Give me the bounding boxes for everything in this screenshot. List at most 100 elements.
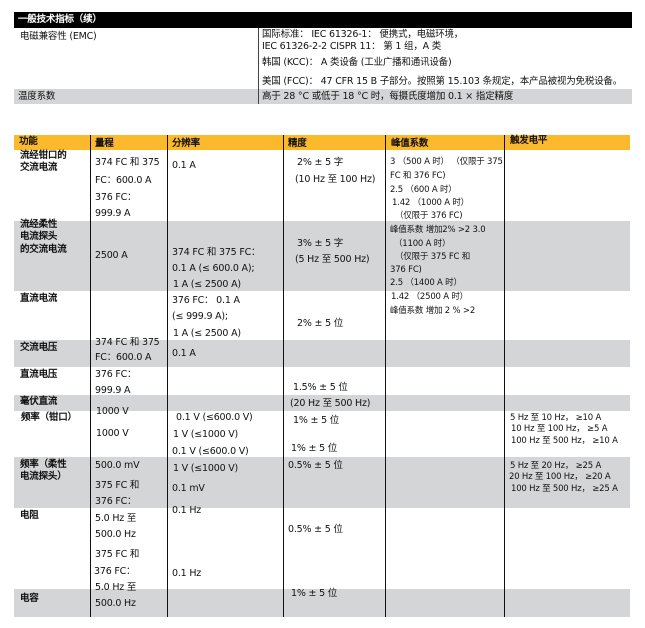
range-text: 1000 V: [96, 406, 129, 417]
crest-text: （仅限于 376 FC): [395, 211, 463, 221]
trigger-text: 20 Hz 至 100 Hz， ≥20 A: [509, 472, 611, 482]
range-text: 500.0 Hz: [95, 598, 136, 609]
col-line: [167, 135, 168, 617]
range-text: 999.9 A: [95, 385, 131, 396]
range-text: 375 FC 和: [95, 549, 140, 560]
resolution-text: 0.1 V (≤600.0 V): [172, 446, 249, 457]
temp-value: 高于 28 °C 或低于 18 °C 时，每摄氏度增加 0.1 × 指定精度: [262, 91, 514, 102]
row-bg: [14, 221, 630, 291]
range-text: 376 FC：: [95, 496, 137, 507]
resolution-text: 374 FC 和 375 FC：: [172, 247, 261, 258]
resolution-text: 0.1 A (≤ 600.0 A);: [172, 263, 255, 274]
emc-label: 电磁兼容性 (EMC): [20, 31, 97, 42]
header-accuracy: 精度: [288, 138, 307, 149]
row-bg: [14, 457, 630, 508]
accuracy-text: 1.5% ± 5 位: [293, 382, 348, 393]
function-label: 频率（钳口）: [21, 412, 77, 423]
crest-text: 3 （500 A 时） （仅限于 375: [390, 157, 503, 167]
accuracy-text: 1% ± 5 位: [293, 415, 340, 426]
crest-text: 峰值系数 增加 2 % >2: [390, 306, 476, 316]
accuracy-text: 0.5% ± 5 位: [288, 524, 343, 535]
function-label: 毫伏直流: [20, 396, 58, 407]
header-range: 量程: [95, 138, 114, 149]
function-label: 频率（柔性: [20, 459, 67, 470]
crest-text: （1100 A 时）: [394, 239, 451, 249]
row-bg: [14, 340, 630, 367]
crest-text: 1.42 （1000 A 时）: [392, 198, 469, 208]
accuracy-text: (5 Hz 至 500 Hz): [295, 254, 370, 265]
range-text: 5.0 Hz 至: [95, 582, 137, 593]
accuracy-text: 3% ± 5 字: [297, 238, 344, 249]
general-divider: [258, 28, 259, 104]
range-text: 5.0 Hz 至: [95, 513, 137, 524]
emc-line: 国际标准： IEC 61326-1： 便携式，电磁环境，: [262, 29, 464, 40]
row-bg: [14, 589, 630, 617]
crest-text: 2.5 （600 A 时）: [390, 185, 457, 195]
range-text: 374 FC 和 375: [95, 157, 160, 168]
range-text: 500.0 mV: [95, 460, 140, 471]
trigger-text: 5 Hz 至 20 Hz， ≥25 A: [510, 461, 602, 471]
function-label: 的交流电流: [20, 244, 67, 255]
temp-row-bg: [14, 89, 632, 104]
col-line: [283, 135, 284, 617]
resolution-text: 0.1 A: [172, 160, 196, 171]
resolution-text: 0.1 Hz: [172, 568, 202, 579]
range-text: 1000 V: [96, 428, 129, 439]
function-label: 流经钳口的: [20, 150, 67, 161]
range-text: FC：600.0 A: [95, 352, 152, 363]
emc-line: IEC 61326-2-2 CISPR 11： 第 1 组，A 类: [262, 41, 442, 52]
col-line: [385, 135, 386, 617]
resolution-text: 0.1 mV: [172, 483, 205, 494]
trigger-text: 100 Hz 至 500 Hz， ≥10 A: [511, 436, 618, 446]
range-text: 374 FC 和 375: [95, 337, 160, 348]
crest-text: 2.5 （1400 A 时）: [390, 278, 462, 288]
crest-text: 1.42 （2500 A 时）: [391, 292, 468, 302]
accuracy-text: 0.5% ± 5 位: [288, 460, 343, 471]
accuracy-text: 1% ± 5 位: [291, 588, 338, 599]
accuracy-text: 2% ± 5 位: [297, 318, 344, 329]
function-label: 电容: [20, 593, 39, 604]
crest-text: （仅限于 375 FC 和: [395, 252, 471, 262]
trigger-text: 100 Hz 至 500 Hz， ≥25 A: [511, 484, 618, 494]
resolution-text: 0.1 V (≤600.0 V): [176, 412, 253, 423]
function-label: 直流电压: [20, 369, 58, 380]
emc-line: 韩国 (KCC)： A 类设备 (工业广播和通讯设备): [262, 57, 452, 68]
crest-text: FC 和 376 FC): [390, 171, 446, 181]
range-text: 500.0 Hz: [95, 529, 136, 540]
range-text: 375 FC 和: [95, 480, 140, 491]
trigger-text: 10 Hz 至 100 Hz， ≥5 A: [511, 424, 608, 434]
header-resolution: 分辨率: [172, 138, 200, 149]
range-text: FC：600.0 A: [95, 175, 152, 186]
header-crest: 峰值系数: [391, 138, 429, 149]
resolution-text: 0.1 A: [172, 348, 196, 359]
resolution-text: 376 FC： 0.1 A: [172, 295, 240, 306]
function-label: 交流电压: [20, 342, 58, 353]
general-header-bar: [14, 12, 632, 28]
range-text: 376 FC：: [94, 566, 136, 577]
resolution-text: 1 V (≤1000 V): [173, 463, 239, 474]
function-label: 电流探头: [20, 231, 58, 242]
temp-label: 温度系数: [18, 91, 56, 102]
emc-line: 美国 (FCC)： 47 CFR 15 B 子部分。按照第 15.103 条规定…: [262, 76, 623, 87]
row-bg: [14, 395, 630, 411]
trigger-text: 5 Hz 至 10 Hz， ≥10 A: [510, 413, 602, 423]
function-label: 交流电流: [20, 162, 58, 173]
range-text: 999.9 A: [95, 208, 131, 219]
crest-text: 376 FC): [390, 265, 422, 275]
accuracy-text: (10 Hz 至 100 Hz): [295, 174, 376, 185]
accuracy-text: 2% ± 5 字: [297, 157, 344, 168]
resolution-text: 1 V (≤1000 V): [173, 429, 239, 440]
range-text: 376 FC：: [95, 369, 137, 380]
accuracy-text: (20 Hz 至 500 Hz): [290, 398, 371, 409]
function-label: 流经柔性: [20, 219, 58, 230]
function-label: 电阻: [20, 510, 39, 521]
resolution-text: 0.1 Hz: [172, 505, 202, 516]
accuracy-text: 1% ± 5 位: [291, 443, 338, 454]
range-text: 2500 A: [95, 250, 128, 261]
resolution-text: 1 A (≤ 2500 A): [173, 279, 241, 290]
col-line: [90, 135, 91, 617]
range-text: 376 FC：: [95, 192, 137, 203]
col-line: [504, 135, 505, 617]
function-label: 直流电流: [20, 293, 58, 304]
